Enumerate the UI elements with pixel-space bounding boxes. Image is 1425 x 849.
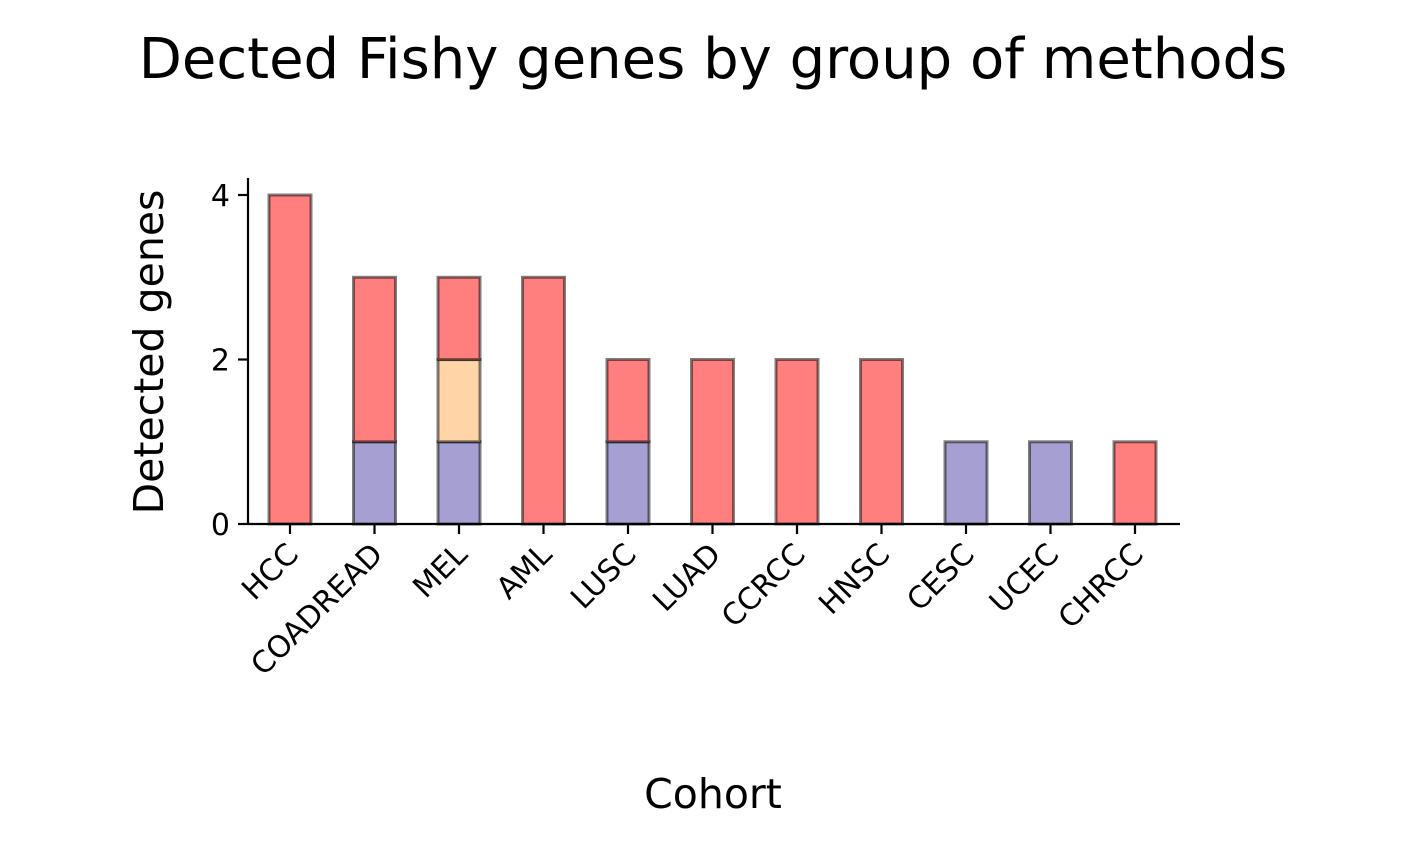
bar-ucec-series-0 [1028, 440, 1073, 526]
bar-mel-series-0 [436, 440, 482, 526]
bar-coadread-series-0 [352, 440, 397, 526]
x-tick-label-luad: LUAD [646, 537, 728, 619]
bar-cesc-series-0 [943, 440, 989, 526]
x-tick-label-cesc: CESC [900, 537, 981, 618]
bar-lusc-series-0 [605, 440, 651, 526]
chart-title: Dected Fishy genes by group of methods [139, 27, 1288, 92]
bar-mel-series-1 [436, 358, 482, 444]
x-tick-label-ucec: UCEC [983, 537, 1066, 620]
x-tick-label-lusc: LUSC [564, 537, 643, 616]
bar-luad-series-2 [690, 358, 735, 526]
y-tick-label: 2 [211, 344, 230, 379]
bar-hcc-series-2 [267, 193, 313, 526]
bar-hnsc-series-2 [859, 358, 904, 526]
x-axis-label: Cohort [644, 770, 782, 818]
y-tick-label: 4 [211, 179, 230, 214]
x-tick-label-hcc: HCC [235, 537, 305, 607]
x-tick-label-hnsc: HNSC [812, 537, 897, 622]
axes-layer [246, 178, 1180, 526]
x-tick-label-chrcc: CHRCC [1052, 537, 1151, 636]
bar-aml-series-2 [521, 275, 566, 526]
y-tick-label: 0 [211, 508, 230, 543]
bar-mel-series-2 [436, 275, 482, 362]
x-tick-label-aml: AML [490, 537, 560, 607]
x-tick-label-mel: MEL [406, 537, 474, 605]
x-tick-label-ccrcc: CCRCC [715, 537, 813, 635]
bar-coadread-series-2 [352, 275, 397, 444]
bar-ccrcc-series-2 [774, 358, 820, 526]
bar-chrcc-series-2 [1112, 440, 1158, 526]
y-ticks: 0 2 4 [211, 179, 248, 543]
bar-lusc-series-2 [605, 358, 651, 444]
bars-layer [267, 193, 1158, 526]
y-axis-label: Detected genes [125, 190, 173, 515]
